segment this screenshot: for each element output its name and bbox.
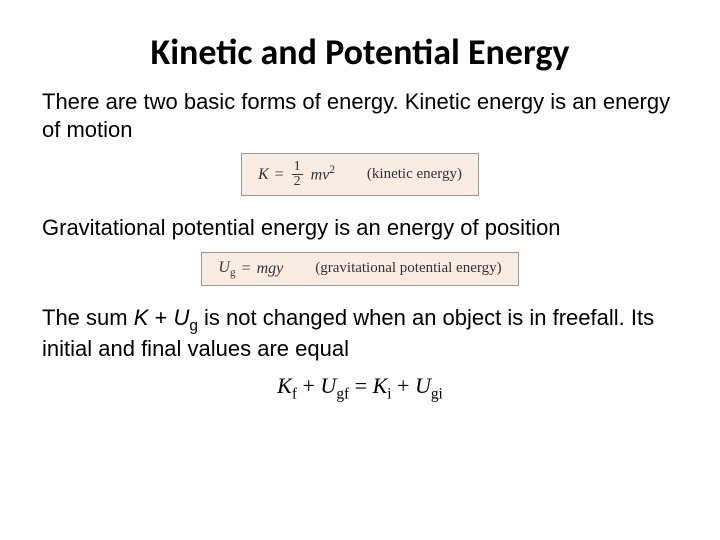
eq3-Ugf-gf: gf [336,385,349,402]
eq3-Ugi-U: U [415,373,431,398]
sum-K: K [134,305,149,330]
eq3-plus2: + [392,373,415,398]
eq1-lhs: K [258,166,269,184]
eq2-label: (gravitational potential energy) [315,260,501,277]
sum-U: U [173,305,189,330]
eq3-Ugi-gi: gi [431,385,443,402]
eq1-num: 1 [292,160,303,175]
potential-equation-box: Ug = mgy (gravitational potential energy… [201,252,518,286]
eq2-op: = [242,260,251,278]
potential-equation-block: Ug = mgy (gravitational potential energy… [40,252,680,286]
conservation-equation-block: Kf + Ugf = Ki + Ugi [40,373,680,403]
para3-a: The sum [42,305,134,330]
eq1-fraction: 1 2 [292,160,303,189]
eq3-Kf-K: K [277,373,292,398]
eq3-Ki-K: K [373,373,388,398]
eq2-g: g [230,267,236,279]
sum-g: g [189,317,198,334]
eq3-eq: = [349,373,372,398]
eq1-den: 2 [292,175,303,189]
conservation-equation: Kf + Ugf = Ki + Ugi [277,373,443,403]
eq1-m: m [311,167,323,184]
eq1-exp: 2 [329,164,335,176]
conservation-paragraph: The sum K + Ug is not changed when an ob… [40,304,680,363]
kinetic-equation-box: K = 1 2 mv2 (kinetic energy) [241,153,479,196]
page-title: Kinetic and Potential Energy [40,30,680,74]
eq3-plus1: + [297,373,320,398]
intro-paragraph: There are two basic forms of energy. Kin… [40,88,680,143]
kinetic-equation-block: K = 1 2 mv2 (kinetic energy) [40,153,680,196]
eq1-op: = [275,166,284,184]
eq1-label: (kinetic energy) [367,166,462,183]
sum-plus: + [148,305,173,330]
eq2-rhs: mgy [257,260,284,278]
potential-paragraph: Gravitational potential energy is an ene… [40,214,680,242]
eq2-U: U [218,259,230,276]
eq3-Ugf-U: U [320,373,336,398]
